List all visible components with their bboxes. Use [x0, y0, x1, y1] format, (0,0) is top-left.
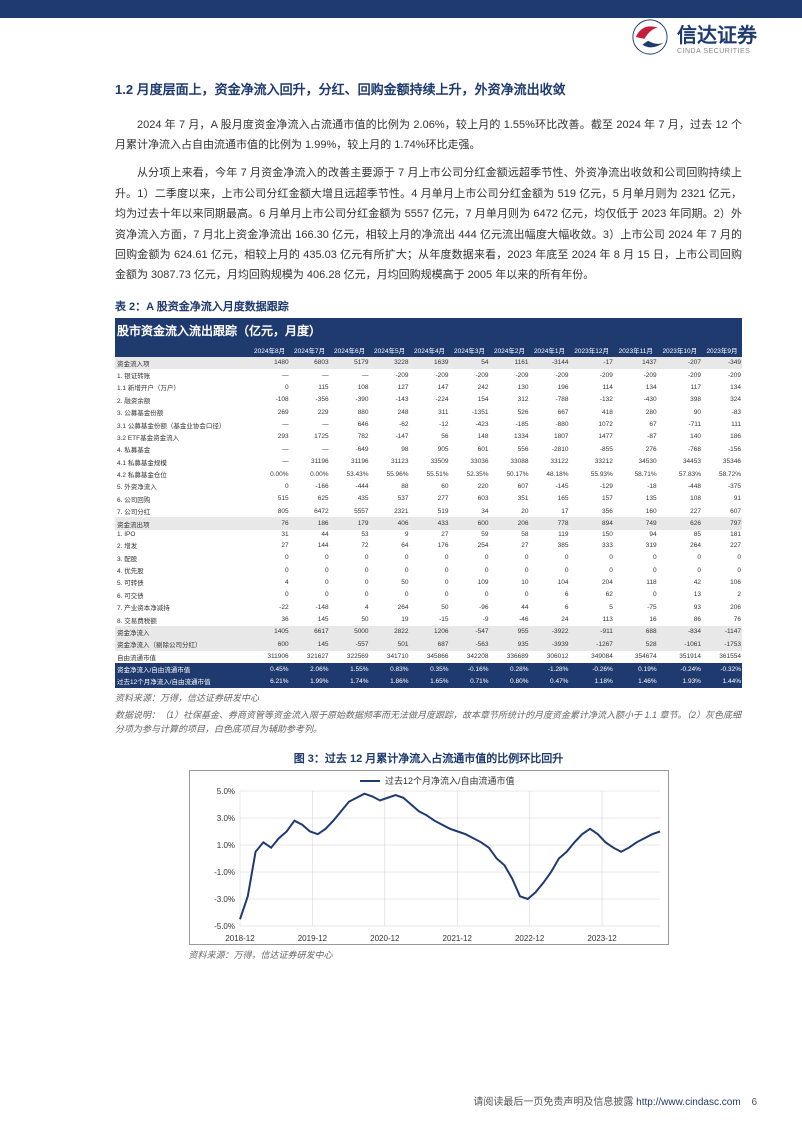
svg-text:2022-12: 2022-12 [514, 934, 544, 943]
header-bar [0, 0, 802, 18]
footer-text: 请阅读最后一页免责声明及信息披露 [473, 1097, 633, 1108]
paragraph-2: 从分项上来看，今年 7 月资金净流入的改善主要源于 7 月上市公司分红金额远超季… [115, 163, 742, 285]
logo-text-cn: 信达证券 [677, 19, 757, 48]
svg-text:2019-12: 2019-12 [297, 934, 327, 943]
svg-text:1.0%: 1.0% [216, 841, 234, 850]
section-title: 1.2 月度层面上，资金净流入回升，分红、回购金额持续上升，外资净流出收敛 [115, 80, 742, 101]
svg-text:过去12个月净流入/自由流通市值: 过去12个月净流入/自由流通市值 [385, 775, 515, 786]
company-logo: 信达证券 CINDA SECURITIES [631, 18, 757, 56]
data-table: 股市资金流入流出跟踪（亿元，月度）2024年8月2024年7月2024年6月20… [115, 318, 742, 688]
svg-text:3.0%: 3.0% [216, 814, 234, 823]
svg-text:5.0%: 5.0% [216, 787, 234, 796]
paragraph-1: 2024 年 7 月，A 股月度资金净流入占流通市值的比例为 2.06%，较上月… [115, 115, 742, 156]
page-number: 6 [751, 1097, 757, 1108]
table-source: 资料来源：万得，信达证券研发中心 [115, 692, 742, 706]
footer-link[interactable]: http://www.cindasc.com [636, 1097, 740, 1108]
svg-text:2023-12: 2023-12 [587, 934, 617, 943]
table-title: 表 2：A 股资金净流入月度数据跟踪 [115, 298, 742, 314]
svg-text:2018-12: 2018-12 [225, 934, 255, 943]
svg-text:-1.0%: -1.0% [214, 868, 235, 877]
svg-text:2021-12: 2021-12 [442, 934, 472, 943]
page-footer: 请阅读最后一页免责声明及信息披露 http://www.cindasc.com … [473, 1093, 757, 1108]
chart-title: 图 3：过去 12 月累计净流入占流通市值的比例环比回升 [115, 750, 742, 766]
svg-text:2020-12: 2020-12 [370, 934, 400, 943]
svg-text:-5.0%: -5.0% [214, 922, 235, 931]
svg-text:-3.0%: -3.0% [214, 895, 235, 904]
chart-source: 资料来源：万得，信达证券研发中心 [189, 949, 669, 963]
logo-text-en: CINDA SECURITIES [677, 48, 757, 55]
line-chart: 5.0% 3.0% 1.0% -1.0% -3.0% -5.0% 2018-12 2019-1… [189, 770, 669, 945]
logo-swoosh-icon [631, 18, 669, 56]
table-note: 数据说明：（1）社保基金、券商资管等资金流入限于原始数据频率而无法做月度跟踪，故… [115, 709, 742, 736]
